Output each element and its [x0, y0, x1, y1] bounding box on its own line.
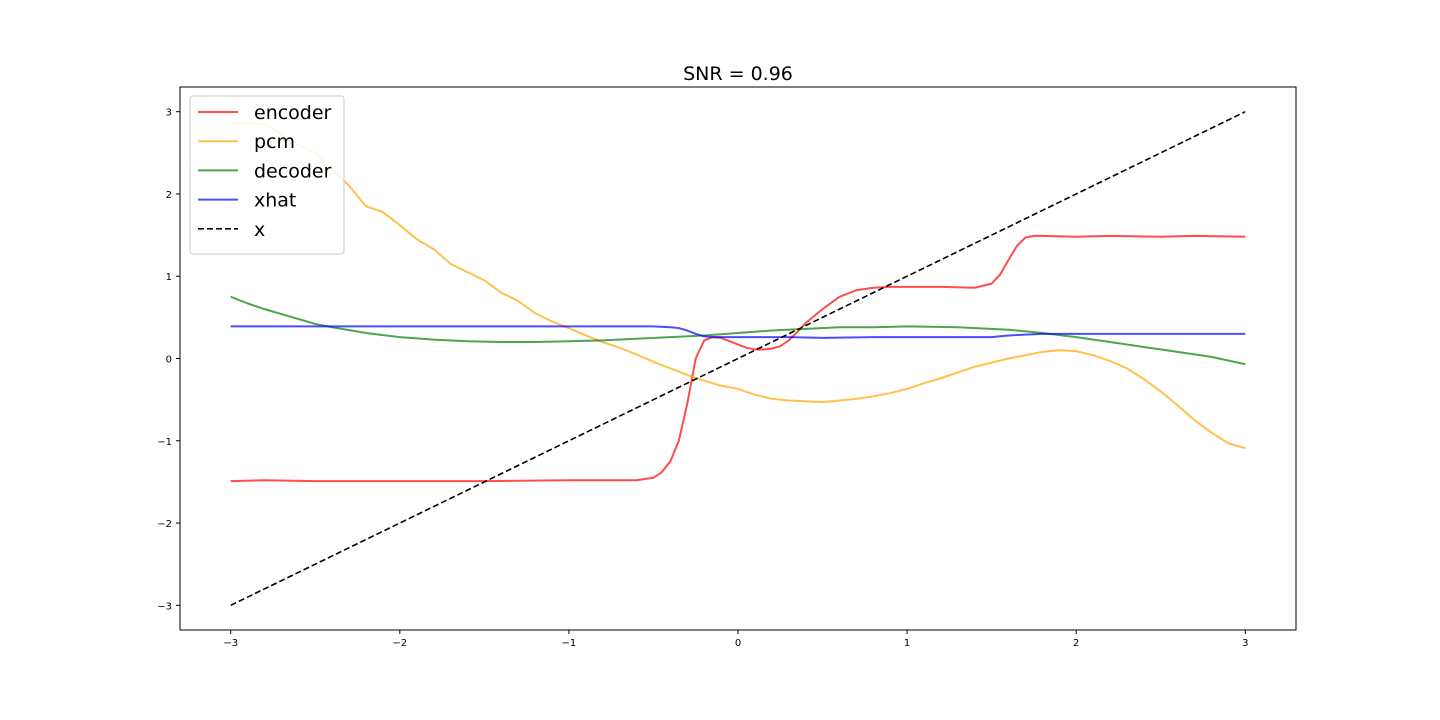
y-tick-label: −3 — [157, 601, 172, 612]
y-tick-label: −1 — [157, 437, 172, 448]
x-tick-label: −2 — [392, 638, 407, 649]
series-line-encoder — [230, 234, 1246, 483]
series-layer — [230, 110, 1246, 607]
y-tick-label: 1 — [166, 272, 172, 283]
legend-label-decoder: decoder — [254, 160, 332, 182]
legend: encoder pcm decoder xhat x — [189, 95, 345, 255]
x-tick-label: 0 — [735, 638, 741, 649]
x-tick-label: −1 — [562, 638, 577, 649]
x-tick-label: 1 — [904, 638, 910, 649]
y-tick-label: 3 — [166, 108, 172, 119]
y-tick-label: 0 — [166, 355, 172, 366]
legend-label-x: x — [254, 219, 265, 241]
series-line-xhat — [230, 325, 1246, 339]
x-tick-label: 2 — [1073, 638, 1079, 649]
series-line-decoder — [230, 295, 1246, 366]
y-tick-label: 2 — [166, 190, 172, 201]
series-line-pcm — [230, 121, 1246, 450]
legend-label-pcm: pcm — [254, 131, 295, 153]
x-tick-label: −3 — [223, 638, 238, 649]
x-tick-label: 3 — [1242, 638, 1248, 649]
series-line-x — [230, 110, 1246, 607]
axes-layer: −3 −2 −1 0 1 2 3 −3 −2 −1 0 1 2 3 — [157, 86, 1297, 649]
y-tick-label: −2 — [157, 519, 172, 530]
legend-label-xhat: xhat — [254, 190, 296, 212]
legend-label-encoder: encoder — [254, 102, 332, 124]
legend-box — [189, 95, 345, 255]
chart-title: SNR = 0.96 — [683, 63, 793, 85]
